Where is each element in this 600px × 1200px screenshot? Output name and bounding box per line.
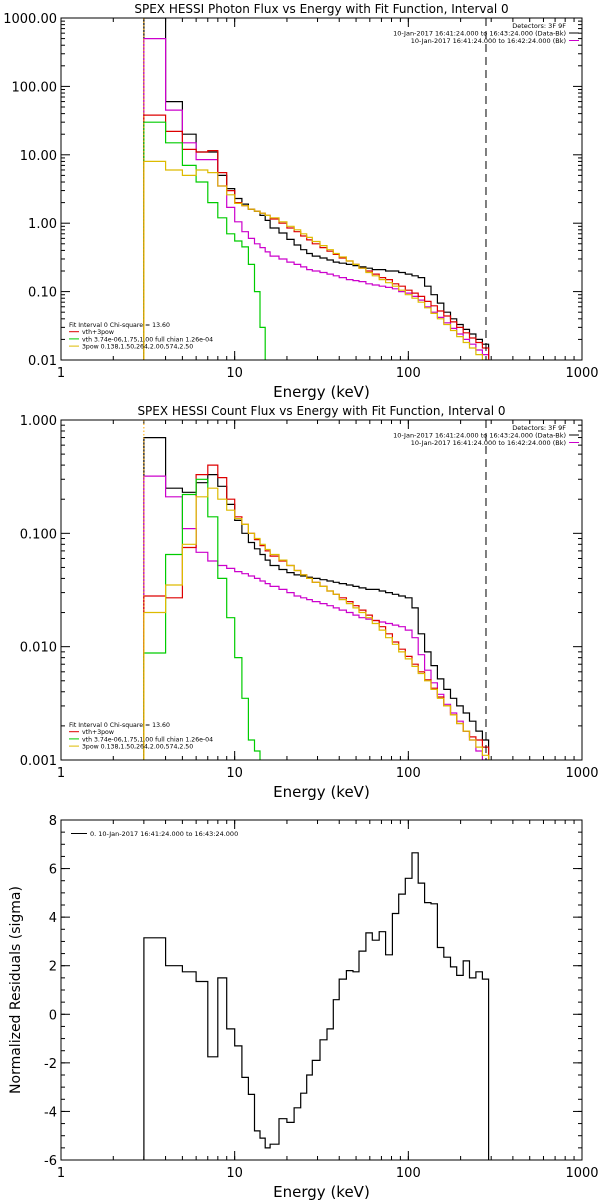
series-line-1: [143, 38, 490, 360]
y-tick-label: 10.00: [20, 149, 57, 164]
legend-text: 10-Jan-2017 16:41:24.000 to 16:43:24.000…: [393, 30, 566, 38]
chart-panel-0: SPEX HESSI Photon Flux vs Energy with Fi…: [3, 2, 598, 401]
x-axis-label: Energy (keV): [273, 383, 370, 401]
series-group: [143, 852, 490, 1160]
x-tick-label: 100: [396, 1166, 421, 1181]
y-tick-label: 0: [49, 1008, 57, 1023]
series-line-0: [143, 437, 490, 760]
x-tick-label: 100: [396, 766, 421, 781]
x-tick-label: 10: [226, 366, 243, 381]
y-tick-label: 4: [49, 911, 57, 926]
y-tick-label: 1000.00: [3, 12, 57, 27]
y-tick-label: 2: [49, 960, 57, 975]
plot-frame: [60, 419, 583, 761]
series-group: [143, 437, 490, 760]
chart-panel-1: SPEX HESSI Count Flux vs Energy with Fit…: [20, 404, 599, 801]
legend-text: 0. 10-Jan-2017 16:41:24.000 to 16:43:24.…: [90, 830, 238, 838]
y-tick-label: 6: [49, 863, 57, 878]
y-tick-label: -6: [44, 1154, 57, 1169]
y-tick-label: 0.100: [20, 527, 57, 542]
y-tick-label: 1.00: [28, 217, 57, 232]
legend-text: Fit Interval 0 Chi-square = 13.60: [69, 322, 170, 329]
y-tick-label: 8: [49, 814, 57, 829]
legend-text: 10-Jan-2017 16:41:24.000 to 16:43:24.000…: [393, 432, 566, 440]
legend-text: 3pow 0.138,1.50,264,2.00,574,2.50: [82, 744, 193, 751]
y-tick-label: 1.000: [20, 414, 57, 429]
series-line-4: [143, 487, 490, 760]
legend-text: 3pow 0.138,1.50,264,2.00,574,2.50: [82, 344, 193, 351]
legend-text: vth 3.74e-06,1.75,1.00 full chian 1.26e-…: [82, 736, 213, 743]
chart-title: SPEX HESSI Photon Flux vs Energy with Fi…: [134, 2, 508, 16]
x-tick-label: 1000: [565, 366, 598, 381]
y-tick-label: 0.010: [20, 641, 57, 656]
x-tick-label: 1: [57, 366, 65, 381]
y-axis-label: Normalized Residuals (sigma): [8, 886, 24, 1094]
series-line-0: [143, 852, 490, 1160]
legend-text: 10-Jan-2017 16:41:24.000 to 16:42:24.000…: [411, 439, 566, 447]
legend-text: Detectors: 3F 9F: [512, 424, 566, 432]
x-axis-label: Energy (keV): [273, 1183, 370, 1200]
legend-text: vth+3pow: [82, 729, 114, 736]
x-tick-label: 1000: [565, 1166, 598, 1181]
x-tick-label: 100: [396, 366, 421, 381]
chart-panel-2: 1 10 100 1000 -6 -4 -2 0 2 4 6 8 Energy (keV) Normali…: [8, 814, 599, 1200]
x-tick-label: 1: [57, 1166, 65, 1181]
y-tick-label: 0.01: [28, 354, 57, 369]
x-tick-label: 1: [57, 766, 65, 781]
x-axis-label: Energy (keV): [273, 783, 370, 801]
legend-text: Fit Interval 0 Chi-square = 13.60: [69, 722, 170, 729]
series-line-0: [143, 18, 490, 360]
series-line-3: [143, 121, 266, 360]
series-line-1: [143, 475, 490, 760]
x-tick-label: 10: [226, 766, 243, 781]
chart-title: SPEX HESSI Count Flux vs Energy with Fit…: [137, 404, 505, 418]
y-tick-label: 100.00: [12, 80, 58, 95]
legend-text: 10-Jan-2017 16:41:24.000 to 16:42:24.000…: [411, 37, 566, 45]
y-tick-label: 0.001: [20, 754, 57, 769]
x-tick-label: 1000: [565, 766, 598, 781]
legend-text: vth+3pow: [82, 329, 114, 336]
y-tick-label: -4: [44, 1105, 57, 1120]
series-group: [143, 18, 490, 360]
legend-text: Detectors: 3F 9F: [512, 22, 566, 30]
plot-frame: [60, 17, 583, 361]
y-tick-label: 0.10: [28, 286, 57, 301]
series-line-4: [143, 160, 490, 360]
legend-text: vth 3.74e-06,1.75,1.00 full chian 1.26e-…: [82, 336, 213, 343]
x-tick-label: 10: [226, 1166, 243, 1181]
y-tick-label: -2: [44, 1057, 57, 1072]
plot-frame: [60, 819, 583, 1161]
